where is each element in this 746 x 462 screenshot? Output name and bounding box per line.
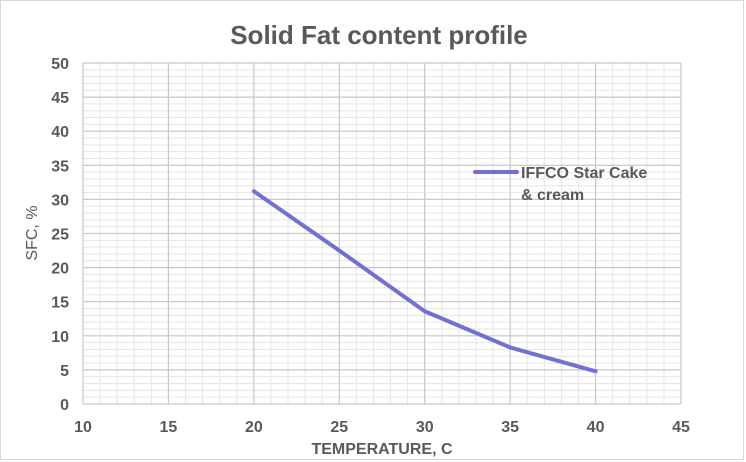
legend-label-line-2: & cream [521,187,584,204]
y-tick-label: 10 [51,329,69,346]
x-tick-label: 35 [501,419,519,436]
x-tick-label: 30 [416,419,434,436]
x-axis-label: TEMPERATURE, C [311,441,452,458]
x-tick-label: 15 [160,419,178,436]
y-tick-label: 15 [51,295,69,312]
x-tick-label: 10 [74,419,92,436]
x-tick-label: 20 [245,419,263,436]
y-tick-label: 30 [51,192,69,209]
legend-label-line-1: IFFCO Star Cake [521,165,647,182]
y-tick-label: 40 [51,124,69,141]
x-tick-label: 45 [672,419,690,436]
y-tick-label: 5 [60,363,69,380]
y-tick-label: 45 [51,90,69,107]
grid-layer [82,62,682,405]
legend: IFFCO Star Cake & cream [473,165,647,204]
series-layer [251,189,598,374]
x-tick-label: 40 [587,419,605,436]
chart-title: Solid Fat content profile [230,20,528,50]
y-axis-label: SFC, % [24,205,41,260]
y-tick-label: 50 [51,56,69,73]
y-tick-label: 35 [51,158,69,175]
y-tick-label: 0 [60,397,69,414]
tick-layer: 10 15 20 25 30 35 40 45 0 5 10 15 20 25 30 35 40 45 50 [51,56,690,436]
y-tick-label: 20 [51,261,69,278]
y-tick-label: 25 [51,227,69,244]
x-tick-label: 25 [330,419,348,436]
